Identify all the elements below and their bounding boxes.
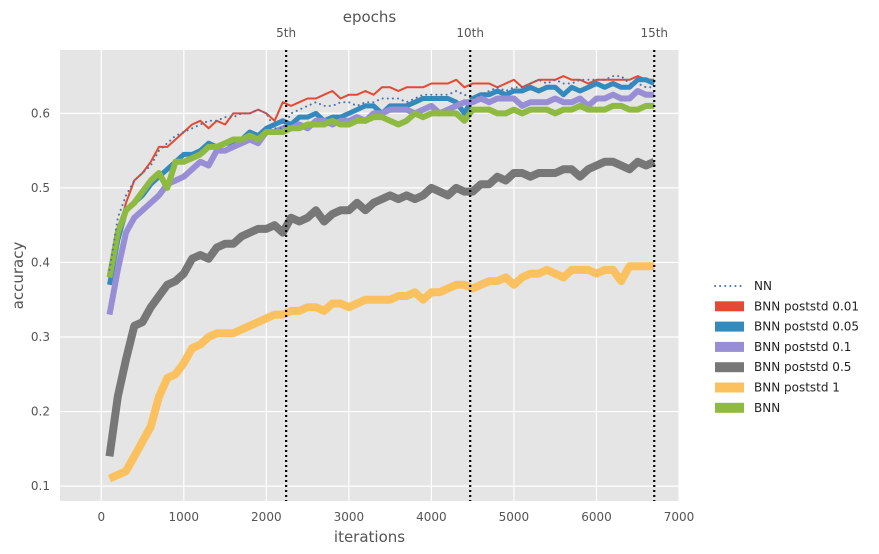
x-tick-label: 2000 [251, 510, 282, 524]
legend-label: BNN poststd 0.5 [754, 360, 851, 374]
legend: NN BNN poststd 0.01 BNN poststd 0.05 BNN po… [714, 279, 859, 415]
legend-label: BNN [754, 401, 780, 415]
legend-label: BNN poststd 1 [754, 381, 840, 395]
legend-swatch [715, 362, 744, 373]
y-tick-label: 0.2 [31, 405, 50, 419]
x-tick-label: 0 [97, 510, 105, 524]
legend-label: BNN poststd 0.01 [754, 299, 859, 313]
series-line-bnn-poststd-0-1 [106, 88, 655, 316]
series-line-bnn-poststd-1 [107, 262, 655, 483]
x-tick-label: 4000 [416, 510, 447, 524]
legend-label: NN [754, 279, 772, 293]
epoch-label: 5th [276, 26, 296, 40]
y-tick-label: 0.6 [31, 106, 50, 120]
legend-swatch [715, 382, 744, 393]
legend-label: BNN poststd 0.1 [754, 340, 851, 354]
series-group [105, 75, 656, 483]
x-tick-label: 5000 [499, 510, 530, 524]
x-axis-title: iterations [334, 528, 405, 546]
epoch-label: 10th [456, 26, 484, 40]
legend-swatch [715, 402, 744, 413]
legend-label: BNN poststd 0.05 [754, 320, 859, 334]
series-line-bnn [106, 102, 655, 278]
legend-swatch [715, 341, 744, 352]
epoch-markers: 5th 10th 15th [276, 26, 668, 501]
y-tick-label: 0.3 [31, 330, 50, 344]
y-axis-title: accuracy [9, 242, 27, 310]
epoch-label: 15th [640, 26, 668, 40]
series-line-nn [108, 75, 656, 271]
x-tick-label: 6000 [581, 510, 612, 524]
series-line-bnn-poststd-0-01 [108, 75, 655, 278]
x-tick-label: 3000 [334, 510, 365, 524]
legend-swatch [715, 301, 744, 312]
legend-swatch [715, 321, 744, 332]
y-tick-label: 0.5 [31, 181, 50, 195]
series-line-bnn-poststd-0-5 [105, 157, 656, 457]
top-axis-title: epochs [343, 8, 397, 26]
tick-labels: 0 1000 2000 3000 4000 5000 6000 7000 0.1 0.2 0.3 0.… [31, 106, 694, 524]
x-tick-label: 1000 [169, 510, 200, 524]
plot-background [60, 50, 679, 501]
y-tick-label: 0.1 [31, 479, 50, 493]
y-tick-label: 0.4 [31, 255, 50, 269]
x-tick-label: 7000 [664, 510, 695, 524]
